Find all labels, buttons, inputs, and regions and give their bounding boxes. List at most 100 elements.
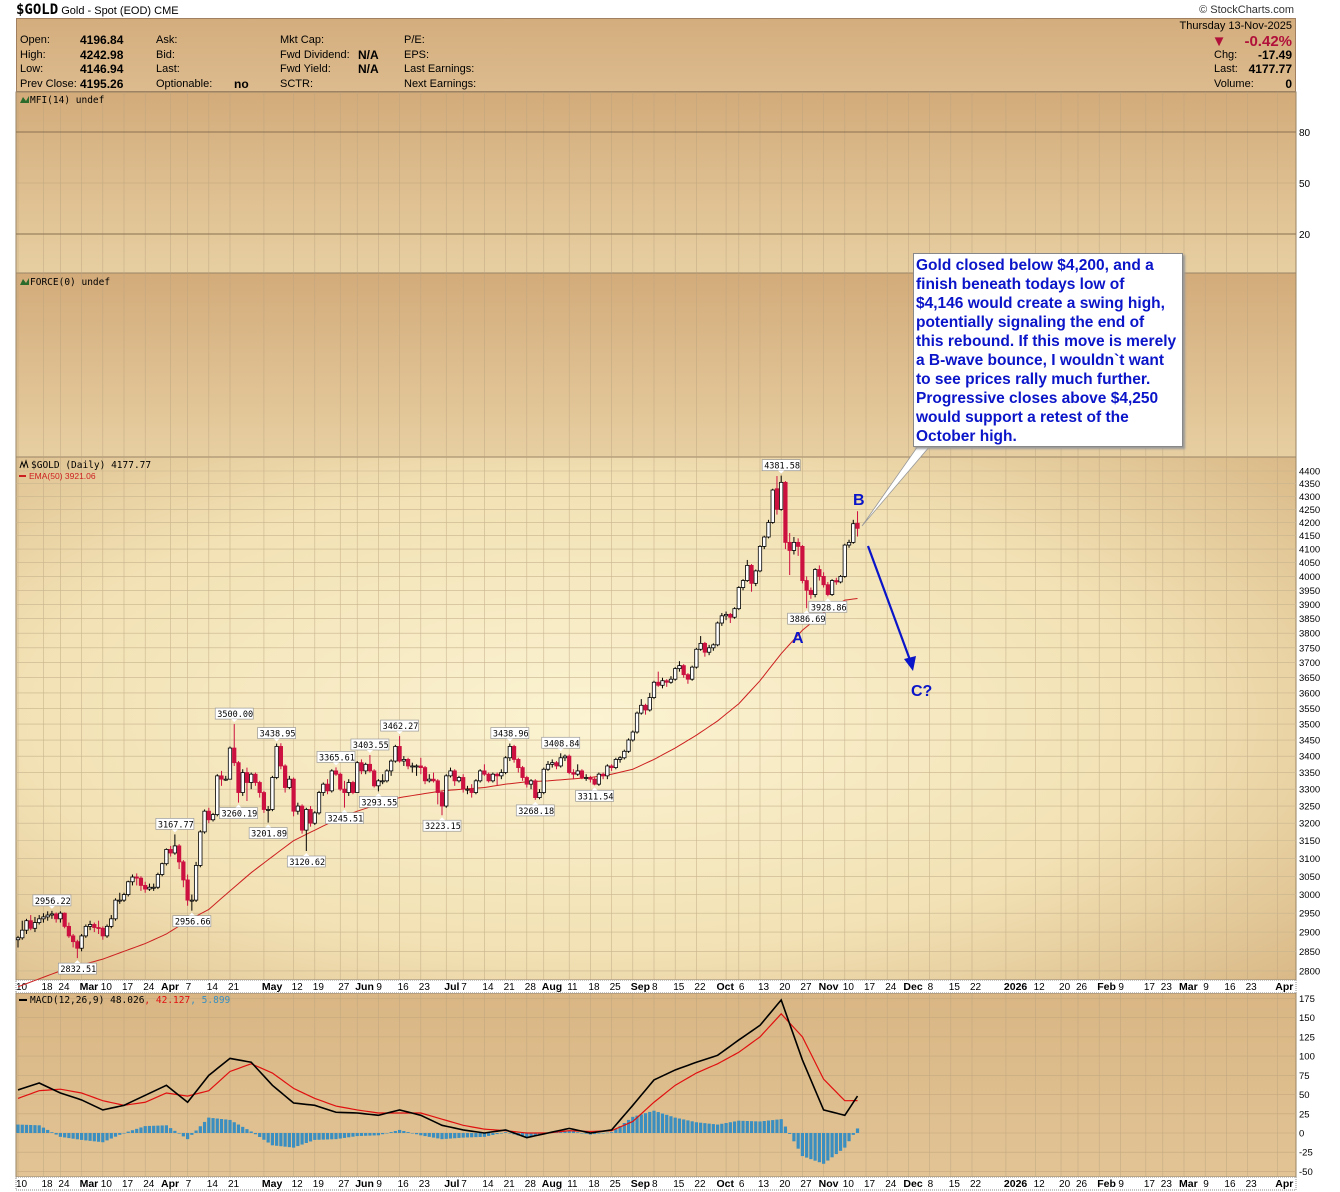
- price-label: 3365.61: [319, 753, 355, 763]
- macd-histogram-bar: [224, 1119, 228, 1133]
- candle-body: [622, 750, 627, 759]
- candle-body: [350, 782, 356, 793]
- candle: [143, 881, 148, 893]
- candle-body: [295, 805, 300, 812]
- watermark: © StockCharts.com: [1199, 4, 1294, 16]
- x-axis-tick: Oct: [716, 1178, 734, 1190]
- candle: [838, 575, 843, 584]
- macd-histogram-bar: [92, 1133, 96, 1142]
- candle: [100, 926, 105, 940]
- candle-body: [266, 809, 271, 811]
- price-axis-tick: 4300: [1299, 492, 1320, 503]
- price-label: 3260.19: [221, 810, 257, 820]
- candle: [49, 910, 55, 919]
- x-axis-tick: 10: [101, 982, 113, 993]
- candle-body: [702, 642, 707, 653]
- candle-body: [397, 746, 402, 762]
- candle: [592, 777, 597, 786]
- x-axis-tick: 11: [567, 1179, 578, 1190]
- price-label-pointer: [439, 817, 445, 821]
- candle: [45, 911, 50, 921]
- field-label: Prev Close:: [20, 78, 77, 90]
- x-axis-tick: 24: [58, 982, 70, 993]
- candle: [257, 780, 262, 798]
- candle: [740, 579, 746, 591]
- down-triangle-icon: ▼: [1211, 33, 1227, 50]
- macd-histogram-bar: [826, 1133, 830, 1161]
- candle: [121, 892, 127, 902]
- macd-histogram-bar: [181, 1133, 185, 1137]
- price-label-pointer: [506, 738, 513, 742]
- candle: [299, 804, 305, 834]
- x-axis-tick: 9: [1118, 1179, 1124, 1190]
- symbol: $GOLD: [16, 2, 59, 18]
- macd-histogram-bar: [838, 1133, 843, 1151]
- candle: [626, 738, 631, 753]
- candle: [749, 564, 754, 592]
- price-axis-tick: 4100: [1299, 545, 1320, 556]
- macd-histogram-bar: [236, 1124, 241, 1133]
- candle: [342, 780, 347, 808]
- force-legend: FORCE(0) undef: [30, 277, 110, 288]
- candle: [630, 730, 635, 742]
- candle-body: [130, 876, 135, 883]
- candle: [766, 519, 771, 539]
- macd-legend: MACD(12,26,9) 48.026, 42.127, 5.899: [30, 995, 231, 1006]
- x-axis-tick: Dec: [903, 981, 922, 993]
- projection-arrow-line: [866, 545, 912, 661]
- candle: [321, 782, 326, 796]
- candle-body: [283, 765, 288, 788]
- candle-body: [389, 760, 394, 772]
- price-label: 3928.86: [811, 603, 847, 613]
- macd-histogram-bar: [529, 1133, 533, 1137]
- price-axis-tick: 3650: [1299, 673, 1320, 684]
- candle: [562, 754, 568, 762]
- mfi-axis-tick: 80: [1299, 128, 1311, 139]
- candle: [431, 772, 436, 783]
- candle-body: [376, 780, 381, 787]
- candle-body: [151, 886, 156, 889]
- candle: [283, 764, 288, 793]
- macd-histogram-bar: [682, 1119, 686, 1133]
- macd-histogram-bar: [122, 1133, 126, 1134]
- x-axis-tick: 21: [228, 982, 240, 993]
- candle-body: [155, 874, 161, 888]
- candle: [719, 612, 724, 626]
- candle-body: [664, 680, 669, 683]
- x-axis-tick: 9: [1203, 982, 1209, 993]
- candle: [584, 774, 589, 781]
- x-axis-tick: 23: [419, 982, 431, 993]
- macd-histogram-bar: [130, 1130, 135, 1133]
- field-value: N/A: [358, 62, 379, 76]
- x-axis-tick: 27: [800, 1179, 812, 1190]
- field-value: 4146.94: [80, 62, 124, 76]
- candle: [244, 767, 250, 801]
- macd-histogram-bar: [703, 1123, 707, 1133]
- candle: [541, 767, 546, 795]
- candle: [376, 779, 381, 792]
- candle: [96, 920, 101, 934]
- macd-histogram-bar: [308, 1133, 313, 1142]
- candle: [524, 775, 529, 788]
- candle-body: [736, 587, 741, 610]
- price-label-pointer: [396, 731, 403, 735]
- x-axis-tick: 14: [482, 982, 494, 993]
- macd-histogram-bar: [436, 1133, 440, 1139]
- candle-body: [740, 580, 746, 588]
- x-axis-tick: 16: [1224, 982, 1236, 993]
- macd-histogram-bar: [330, 1133, 334, 1140]
- candle-body: [20, 929, 25, 939]
- x-axis-tick: 17: [1144, 1179, 1156, 1190]
- macd-histogram-bar: [96, 1133, 101, 1142]
- candle-body: [274, 746, 279, 778]
- candle: [253, 772, 258, 786]
- x-axis-tick: 2026: [1004, 1178, 1028, 1190]
- x-axis-tick: Jun: [355, 981, 374, 993]
- candle-body: [588, 777, 593, 780]
- candle: [507, 743, 512, 762]
- candle-body: [660, 680, 665, 686]
- candle: [846, 539, 852, 548]
- candle: [711, 643, 716, 651]
- macd-histogram-bar: [622, 1123, 626, 1133]
- macd-histogram-bar: [376, 1133, 380, 1136]
